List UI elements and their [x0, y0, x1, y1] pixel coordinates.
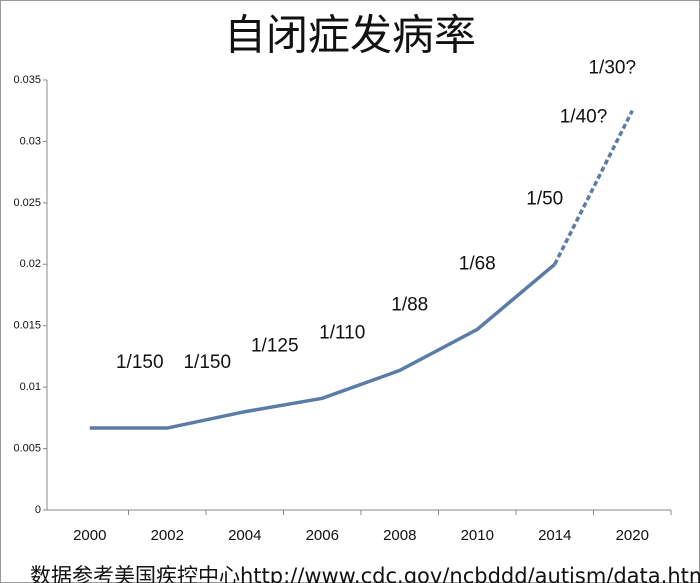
value-label: 1/30?	[588, 58, 636, 79]
y-tick-label: 0.005	[13, 442, 41, 454]
source: 数据参考美国疾控中心http://www.cdc.gov/ncbddd/auti…	[30, 564, 700, 583]
y-tick-label: 0.03	[20, 135, 41, 147]
value-label: 1/125	[251, 336, 299, 357]
projected-line	[553, 109, 634, 266]
x-tick-label: 2000	[73, 527, 106, 544]
y-tick-label: 0.025	[13, 197, 41, 209]
value-label: 1/110	[319, 322, 365, 343]
y-tick-label: 0.035	[13, 74, 41, 86]
x-tick-label: 2020	[616, 527, 649, 544]
y-tick-label: 0	[35, 504, 41, 516]
x-tick-label: 2002	[151, 527, 184, 544]
annotation: 1/40?	[560, 107, 608, 128]
value-label: 1/50	[526, 188, 563, 209]
y-tick-label: 0.015	[13, 320, 41, 332]
x-tick-label: 2010	[461, 527, 494, 544]
y-tick-label: 0.01	[20, 381, 41, 393]
value-label: 1/150	[116, 352, 164, 373]
x-tick-label: 2006	[306, 527, 339, 544]
x-tick-label: 2004	[228, 527, 261, 544]
y-tick-label: 0.02	[20, 258, 41, 270]
line	[89, 262, 556, 430]
value-label: 1/68	[459, 253, 496, 274]
value-label: 1/88	[391, 294, 428, 315]
value-label: 1/150	[183, 352, 231, 373]
x-tick-label: 2008	[383, 527, 416, 544]
x-tick-label: 2014	[538, 527, 571, 544]
chart-title: 自闭症发病率	[224, 11, 476, 60]
